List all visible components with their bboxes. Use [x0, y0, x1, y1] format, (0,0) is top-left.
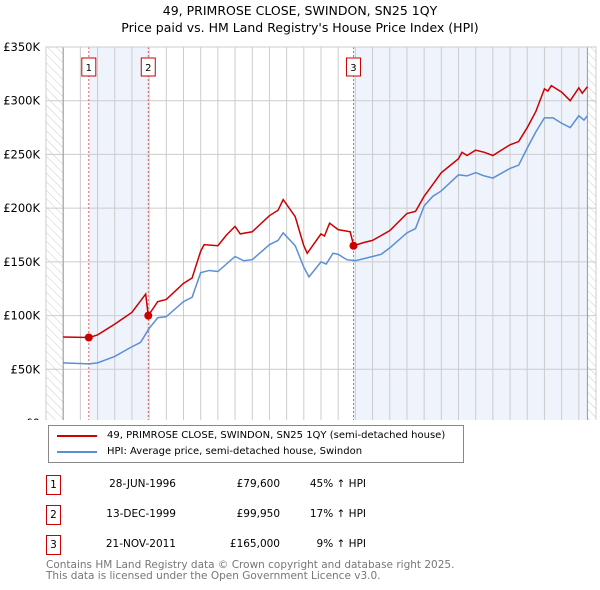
sale-row: 2 13-DEC-1999 £99,950 17% ↑ HPI [46, 505, 466, 525]
sale-date: 28-JUN-1996 [109, 478, 176, 490]
shaded-region [353, 47, 588, 420]
plot-area: 1994199519961997199819992000200120022003… [3, 40, 597, 420]
sale-row: 1 28-JUN-1996 £79,600 45% ↑ HPI [46, 475, 466, 495]
sale-row: 3 21-NOV-2011 £165,000 9% ↑ HPI [46, 535, 466, 555]
shaded-region [88, 47, 149, 420]
footer-line: This data is licensed under the Open Gov… [46, 570, 381, 582]
sale-marker-label: 1 [46, 475, 61, 495]
legend-label-hpi: HPI: Average price, semi-detached house,… [107, 446, 363, 457]
sale-price: £165,000 [229, 538, 280, 550]
plot-border [45, 46, 597, 420]
footer-line: Contains HM Land Registry data © Crown c… [46, 559, 455, 571]
hatched-region [587, 47, 596, 420]
y-tick-label: £200K [3, 201, 40, 215]
sale-marker-box [140, 57, 156, 77]
sale-point [144, 311, 153, 320]
legend-label-property: 49, PRIMROSE CLOSE, SWINDON, SN25 1QY (s… [107, 430, 446, 441]
sale-point [349, 241, 358, 250]
sale-hpi: 45% ↑ HPI [309, 478, 366, 490]
y-tick-label: £150K [3, 255, 40, 269]
sale-point [84, 333, 93, 342]
hpi-line [63, 114, 588, 365]
sale-marker-label: 3 [46, 535, 61, 555]
y-tick-label: £50K [11, 362, 41, 376]
price-paid-line [63, 84, 588, 339]
chart-title: 49, PRIMROSE CLOSE, SWINDON, SN25 1QY [162, 3, 438, 18]
sale-marker-number: 1 [86, 63, 92, 74]
y-tick-label: £300K [3, 94, 40, 108]
sale-marker-box [345, 57, 361, 77]
sale-hpi: 9% ↑ HPI [316, 538, 366, 550]
footer: Contains HM Land Registry data © Crown c… [46, 560, 454, 582]
legend-swatch-hpi [57, 450, 97, 453]
sale-marker-label: 2 [46, 505, 61, 525]
sale-price: £79,600 [236, 478, 280, 490]
sale-marker-box [81, 57, 97, 77]
legend-swatch-property [57, 434, 97, 437]
y-tick-label: £350K [3, 40, 40, 54]
sale-date: 13-DEC-1999 [106, 508, 176, 520]
sale-marker-number: 2 [145, 63, 151, 74]
y-tick-label: £0 [25, 416, 40, 420]
sale-marker-number: 3 [350, 63, 356, 74]
y-tick-label: £250K [3, 147, 40, 161]
chart-subtitle: Price paid vs. HM Land Registry's House … [121, 20, 479, 35]
sale-hpi: 17% ↑ HPI [309, 508, 366, 520]
hatched-region [46, 47, 64, 420]
legend: 49, PRIMROSE CLOSE, SWINDON, SN25 1QY (s… [48, 425, 464, 463]
sale-price: £99,950 [236, 508, 280, 520]
y-tick-label: £100K [3, 309, 40, 323]
sale-date: 21-NOV-2011 [105, 538, 176, 550]
